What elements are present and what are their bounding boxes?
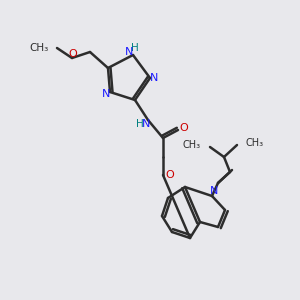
- Text: N: N: [142, 119, 150, 129]
- Text: O: O: [180, 123, 188, 133]
- Text: N: N: [102, 89, 110, 99]
- Text: CH₃: CH₃: [246, 138, 264, 148]
- Text: O: O: [166, 170, 174, 180]
- Text: N: N: [210, 186, 218, 196]
- Text: N: N: [125, 47, 133, 57]
- Text: O: O: [69, 49, 77, 59]
- Text: CH₃: CH₃: [183, 140, 201, 150]
- Text: H: H: [131, 43, 139, 53]
- Text: N: N: [150, 73, 158, 83]
- Text: CH₃: CH₃: [30, 43, 49, 53]
- Text: H: H: [136, 119, 144, 129]
